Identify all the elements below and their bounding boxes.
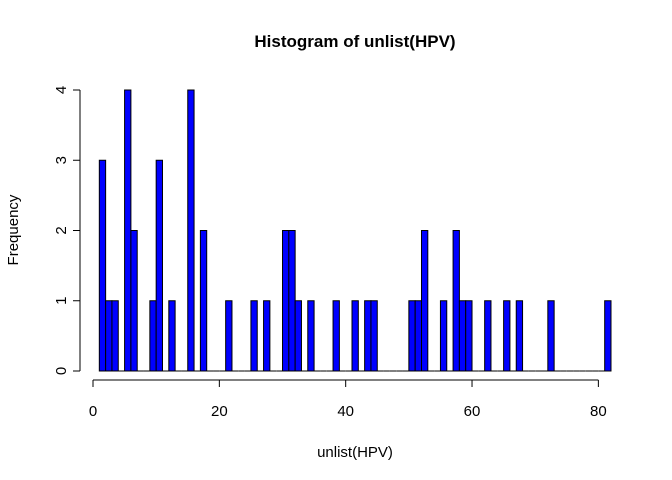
histogram-bar	[465, 300, 473, 372]
histogram-bar	[263, 300, 271, 372]
histogram-bar	[452, 230, 460, 372]
y-tick-label: 4	[53, 86, 70, 94]
x-tick-label: 0	[89, 403, 97, 420]
y-axis: 0 1 2 3 4	[53, 86, 81, 375]
histogram-bar	[282, 230, 290, 372]
histogram-bar	[458, 300, 467, 372]
histogram-bar	[420, 230, 429, 372]
histogram-bar	[124, 89, 132, 372]
histogram-bar	[408, 300, 416, 372]
histogram-bar	[98, 159, 107, 372]
histogram-bar	[484, 300, 492, 372]
histogram-bar	[250, 300, 258, 372]
histogram-bar	[370, 300, 378, 372]
y-tick-label: 2	[53, 226, 70, 234]
x-tick-label: 40	[337, 403, 354, 420]
histogram-bar	[503, 300, 511, 372]
histogram-bar	[130, 230, 138, 372]
histogram-bar	[111, 300, 119, 372]
y-tick-label: 0	[53, 367, 70, 375]
x-axis-label: unlist(HPV)	[317, 444, 393, 461]
histogram-bar	[332, 300, 340, 372]
histogram-bars	[98, 89, 612, 372]
histogram-bar	[547, 300, 555, 372]
histogram-bar	[294, 300, 302, 372]
histogram-bar	[414, 300, 422, 372]
histogram-bar	[515, 300, 524, 372]
y-tick-label: 1	[53, 297, 70, 305]
histogram-bar	[604, 300, 612, 372]
x-axis: 0 20 40 60 80	[89, 379, 607, 420]
histogram-bar	[155, 159, 163, 372]
histogram-bar	[105, 300, 113, 372]
chart-title: Histogram of unlist(HPV)	[254, 32, 455, 51]
histogram-bar	[149, 300, 157, 372]
histogram-bar	[351, 300, 359, 372]
y-tick-label: 3	[53, 156, 70, 164]
histogram-bar	[168, 300, 176, 372]
histogram-bar	[307, 300, 315, 372]
histogram-bar	[199, 230, 208, 372]
x-tick-label: 80	[590, 403, 607, 420]
x-tick-label: 20	[211, 403, 228, 420]
histogram-bar	[225, 300, 233, 372]
histogram-bar	[439, 300, 448, 372]
histogram-bar	[187, 89, 195, 372]
y-axis-label: Frequency	[5, 194, 22, 265]
histogram-bar	[364, 300, 372, 372]
x-tick-label: 60	[464, 403, 481, 420]
histogram-bar	[288, 230, 296, 372]
